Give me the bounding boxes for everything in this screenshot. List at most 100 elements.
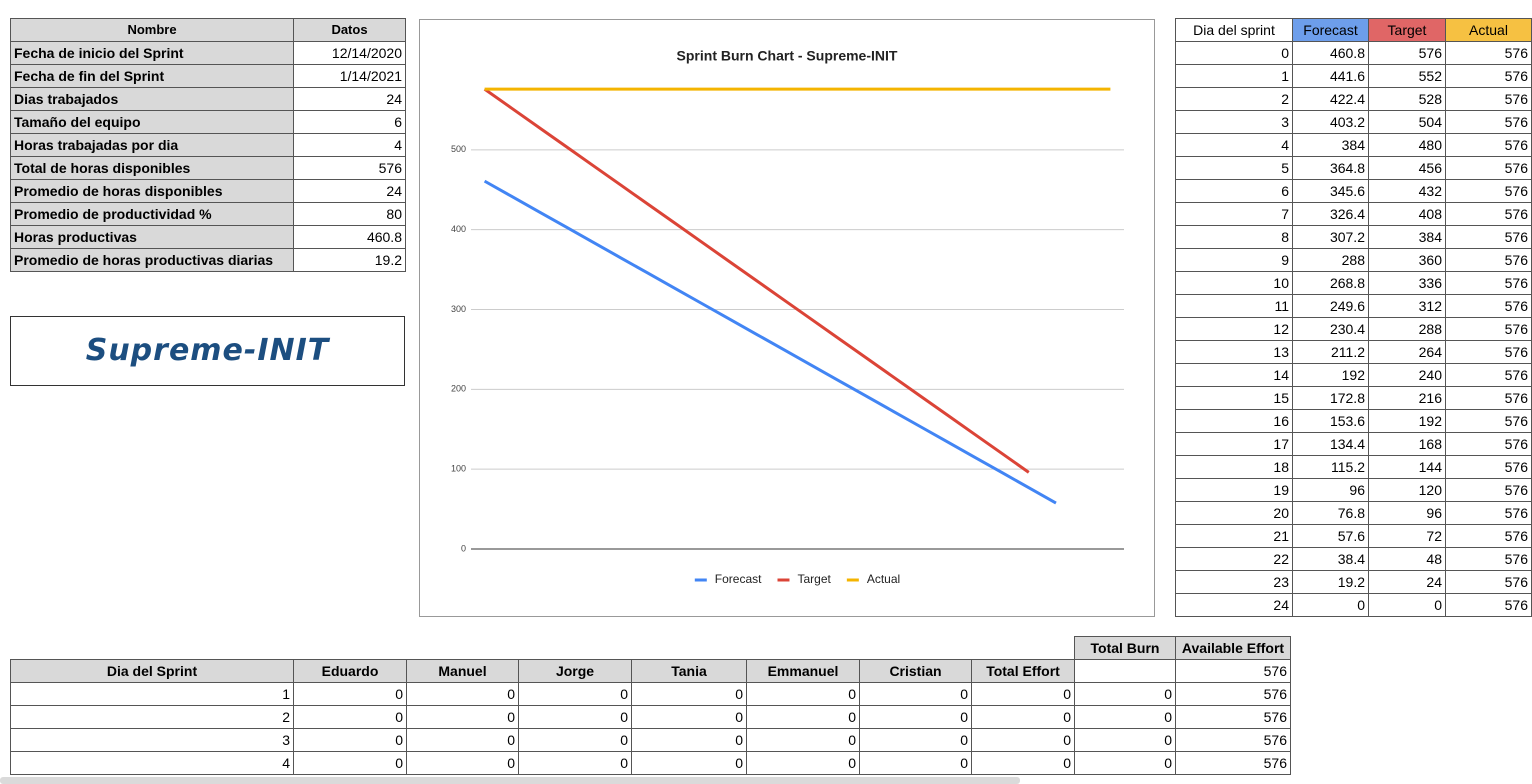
column-header: Dia del sprint	[1175, 18, 1293, 42]
column-header: Tania	[631, 659, 747, 683]
cell-value: 288	[1292, 248, 1369, 272]
cell-value: 0	[746, 682, 860, 706]
y-tick-label: 0	[461, 543, 466, 553]
cell-value: 216	[1368, 386, 1446, 410]
cell-value: 0	[631, 682, 747, 706]
cell-value: 0	[293, 705, 407, 729]
row-label: Promedio de horas productivas diarias	[10, 248, 294, 272]
cell-value: 12	[1175, 317, 1293, 341]
column-header: Emmanuel	[746, 659, 860, 683]
cell-value: 80	[293, 202, 406, 226]
cell-value: 576	[1445, 64, 1532, 88]
cell-value: 576	[1445, 248, 1532, 272]
column-header: Forecast	[1292, 18, 1369, 42]
cell-value: 4	[1175, 133, 1293, 157]
cell-value: 0	[971, 705, 1075, 729]
row-label: Fecha de fin del Sprint	[10, 64, 294, 88]
cell-value: 144	[1368, 455, 1446, 479]
cell-value: 120	[1368, 478, 1446, 502]
cell-value: 576	[1175, 682, 1291, 706]
cell-value: 38.4	[1292, 547, 1369, 571]
cell-value: 19.2	[1292, 570, 1369, 594]
cell-value: 4	[293, 133, 406, 157]
cell-value: 96	[1368, 501, 1446, 525]
cell-value: 19.2	[293, 248, 406, 272]
cell-value: 0	[1074, 751, 1176, 775]
cell-value: 192	[1292, 363, 1369, 387]
cell-value: 576	[1175, 705, 1291, 729]
cell-value: 576	[1445, 156, 1532, 180]
cell-value: 326.4	[1292, 202, 1369, 226]
cell-value: 2	[1175, 87, 1293, 111]
legend-label: Target	[797, 572, 831, 586]
cell-value: 19	[1175, 478, 1293, 502]
cell-value: 264	[1368, 340, 1446, 364]
cell-value: 480	[1368, 133, 1446, 157]
cell-value: 153.6	[1292, 409, 1369, 433]
cell-value: 576	[1445, 432, 1532, 456]
logo-box: Supreme-INIT	[10, 316, 405, 386]
cell-value: 576	[1368, 41, 1446, 65]
cell-value: 3	[1175, 110, 1293, 134]
cell-value: 23	[1175, 570, 1293, 594]
cell-value: 576	[1445, 317, 1532, 341]
cell-value: 576	[293, 156, 406, 180]
cell-value: 0	[518, 751, 632, 775]
cell-value: 336	[1368, 271, 1446, 295]
cell-value: 432	[1368, 179, 1446, 203]
series-line	[483, 179, 1057, 505]
cell-value: 456	[1368, 156, 1446, 180]
cell-value: 15	[1175, 386, 1293, 410]
empty-cell	[1074, 659, 1176, 683]
cell-value: 360	[1368, 248, 1446, 272]
cell-value: 504	[1368, 110, 1446, 134]
y-tick-label: 100	[451, 464, 466, 474]
cell-value: 13	[1175, 340, 1293, 364]
cell-value: 0	[406, 682, 519, 706]
cell-value: 16	[1175, 409, 1293, 433]
cell-value: 576	[1175, 751, 1291, 775]
cell-value: 528	[1368, 87, 1446, 111]
y-tick-label: 200	[451, 384, 466, 394]
cell-value: 17	[1175, 432, 1293, 456]
cell-value: 460.8	[293, 225, 406, 249]
column-header: Available Effort	[1175, 636, 1291, 660]
cell-value: 22	[1175, 547, 1293, 571]
cell-value: 0	[631, 705, 747, 729]
cell-value: 576	[1445, 225, 1532, 249]
column-header: Cristian	[859, 659, 972, 683]
cell-value: 576	[1445, 455, 1532, 479]
y-tick-label: 300	[451, 304, 466, 314]
chart: Sprint Burn Chart - Supreme-INIT 0 100 200…	[419, 19, 1155, 617]
cell-value: 0	[859, 751, 972, 775]
cell-value: 576	[1445, 133, 1532, 157]
cell-value: 72	[1368, 524, 1446, 548]
cell-value: 345.6	[1292, 179, 1369, 203]
cell-value: 0	[518, 682, 632, 706]
y-tick-label: 400	[451, 224, 466, 234]
cell-value: 211.2	[1292, 340, 1369, 364]
cell-value: 0	[518, 705, 632, 729]
cell-value: 576	[1445, 294, 1532, 318]
cell-value: 0	[631, 728, 747, 752]
cell-value: 14	[1175, 363, 1293, 387]
cell-value: 20	[1175, 501, 1293, 525]
cell-value: 12/14/2020	[293, 41, 406, 65]
cell-value: 408	[1368, 202, 1446, 226]
y-tick-label: 500	[451, 144, 466, 154]
cell-value: 403.2	[1292, 110, 1369, 134]
column-header: Datos	[293, 18, 406, 42]
cell-value: 576	[1445, 501, 1532, 525]
cell-value: 441.6	[1292, 64, 1369, 88]
cell-value: 576	[1175, 659, 1291, 683]
cell-value: 576	[1445, 478, 1532, 502]
cell-value: 0	[746, 705, 860, 729]
cell-value: 230.4	[1292, 317, 1369, 341]
cell-value: 0	[406, 705, 519, 729]
cell-value: 172.8	[1292, 386, 1369, 410]
cell-value: 0	[1292, 593, 1369, 617]
cell-value: 134.4	[1292, 432, 1369, 456]
row-label: Horas trabajadas por dia	[10, 133, 294, 157]
row-label: Tamaño del equipo	[10, 110, 294, 134]
